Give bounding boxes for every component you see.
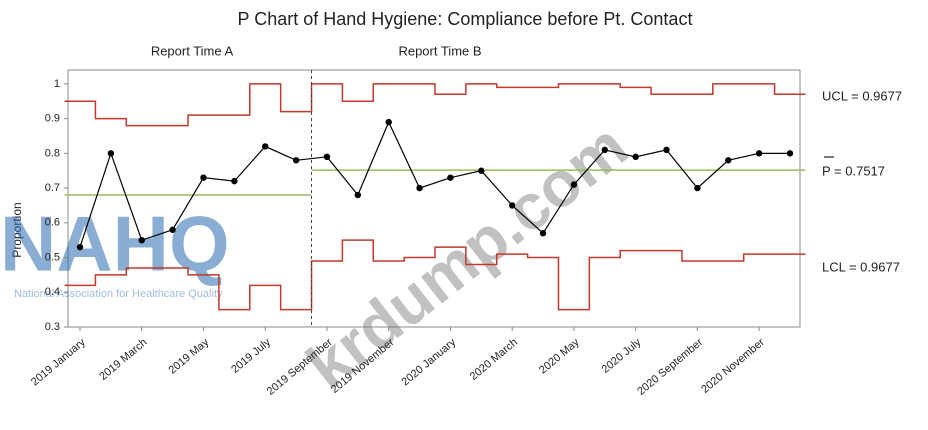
- x-tick-label: 2019 January: [29, 336, 88, 388]
- y-axis-label: Proportion: [10, 202, 24, 257]
- lcl-label: LCL = 0.9677: [822, 259, 900, 274]
- data-point: [508, 202, 516, 209]
- data-point: [663, 146, 670, 154]
- data-point: [385, 118, 392, 126]
- x-tick-label: 2020 July: [600, 336, 644, 376]
- x-tick-label: 2019 May: [167, 336, 212, 377]
- y-tick-label: 0.5: [45, 251, 60, 263]
- data-point: [725, 157, 732, 164]
- x-tick-label: 2020 May: [537, 336, 582, 377]
- x-tick-label: 2019 July: [229, 336, 273, 376]
- y-tick-label: 0.7: [45, 182, 60, 194]
- data-line: [79, 120, 790, 248]
- ucl-label: UCL = 0.9677: [822, 88, 902, 103]
- data-point: [354, 191, 362, 199]
- y-tick-label: 0.6: [45, 217, 60, 229]
- data-point: [478, 167, 485, 174]
- chart-title: P Chart of Hand Hygiene: Compliance befo…: [238, 9, 693, 29]
- y-tick-label: 0.8: [45, 147, 60, 159]
- lcl-line: [64, 239, 806, 311]
- y-tick-label: 0.9: [45, 113, 60, 125]
- x-tick-label: 2020 September: [635, 336, 705, 398]
- data-point: [292, 157, 300, 164]
- data-point: [786, 150, 794, 157]
- x-tick-label: 2020 November: [699, 336, 767, 396]
- data-point: [231, 177, 238, 185]
- data-point: [200, 174, 207, 181]
- y-tick-label: 0.4: [45, 286, 60, 298]
- data-point: [447, 174, 454, 181]
- data-point: [323, 153, 331, 161]
- data-point: [755, 150, 763, 157]
- x-tick-label: 2019 March: [97, 336, 149, 383]
- data-point: [539, 230, 547, 237]
- ucl-line: [64, 83, 806, 127]
- phase-label: Report Time A: [151, 43, 234, 58]
- watermark: NAHQ: [0, 200, 230, 288]
- x-tick-label: 2020 March: [468, 336, 520, 383]
- data-point: [262, 143, 269, 150]
- data-point: [601, 146, 608, 154]
- y-tick-label: 1: [54, 78, 60, 90]
- data-point: [169, 226, 176, 233]
- plot-frame: [67, 69, 801, 328]
- data-point: [416, 184, 423, 192]
- data-point: [138, 236, 145, 244]
- data-point: [107, 150, 115, 157]
- data-point: [570, 181, 578, 188]
- watermark: krdump.com: [293, 109, 640, 402]
- center-label: P = 0.7517: [822, 163, 885, 178]
- y-tick-label: 0.3: [45, 321, 60, 333]
- data-point: [76, 243, 84, 251]
- watermark: National Association for Healthcare Qual…: [14, 288, 223, 300]
- phase-label: Report Time B: [398, 43, 481, 58]
- data-point: [694, 184, 701, 192]
- data-point: [632, 153, 639, 161]
